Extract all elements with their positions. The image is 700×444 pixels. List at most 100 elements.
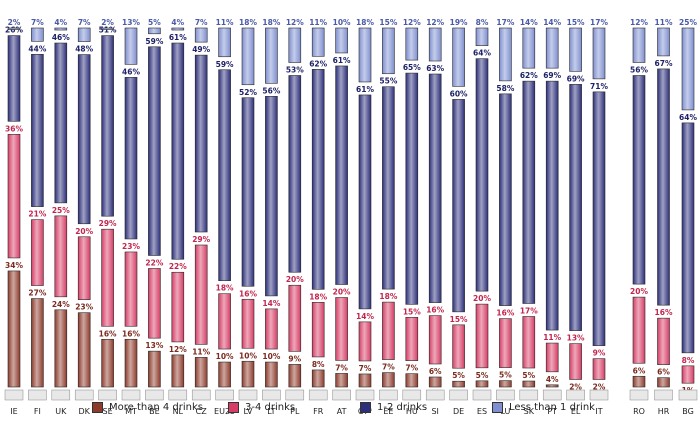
bar-segment-lv-1 [241, 298, 255, 349]
data-label: 14% [520, 18, 538, 27]
data-label: 67% [655, 59, 673, 68]
bar-segment-pl-1 [288, 284, 302, 352]
x-tick-label: DK [78, 407, 90, 416]
data-label: 62% [520, 71, 538, 80]
bar-segment-de-3 [452, 27, 465, 87]
data-label: 29% [99, 219, 117, 228]
bar-segment-be-0 [148, 350, 161, 388]
bar-segment-es-3 [475, 27, 489, 46]
x-tick-label: SE [103, 407, 113, 416]
data-label: 8% [476, 18, 489, 27]
bar-segment-it-2 [592, 91, 606, 346]
data-label: 61% [333, 56, 351, 65]
sweden-flag [98, 389, 117, 401]
bar-segment-lu-2 [499, 93, 512, 306]
data-label: 64% [679, 113, 697, 122]
bar-segment-pt-0 [545, 384, 559, 388]
bar-segment-at-3 [335, 27, 348, 54]
data-label: 5% [476, 371, 489, 380]
bar-segment-dk-3 [77, 27, 91, 42]
data-label: 53% [286, 65, 304, 74]
data-label: 46% [52, 33, 70, 42]
data-label: 10% [239, 351, 257, 360]
bar-segment-hu-2 [405, 72, 419, 305]
data-label: 59% [145, 37, 163, 46]
bar-segment-es-2 [475, 58, 489, 292]
legend-label-less-than-1: Less than 1 drink [509, 402, 595, 413]
bar-segment-si-2 [428, 73, 442, 303]
data-label: 14% [543, 18, 561, 27]
legend-label-3-4: 3-4 drinks [245, 402, 296, 413]
data-label: 61% [356, 85, 374, 94]
bar-segment-ie-2 [7, 35, 21, 122]
x-tick-label: EE [383, 407, 393, 416]
malta-flag [121, 389, 141, 401]
bar-segment-el-1 [569, 343, 582, 380]
data-label: 18% [262, 18, 280, 27]
bar-segment-hr-3 [657, 27, 670, 57]
chart-legend: More than 4 drinks 3-4 drinks 1-2 drinks… [0, 397, 700, 444]
bar-segment-se-0 [101, 338, 114, 388]
bar-segment-es-1 [475, 303, 489, 369]
x-tick-label: IE [10, 407, 17, 416]
data-label: 60% [450, 89, 468, 98]
bar-segment-ee-2 [382, 86, 395, 290]
data-label: 49% [192, 45, 210, 54]
data-label: 18% [239, 18, 257, 27]
data-label: 5% [452, 371, 465, 380]
data-label: 69% [543, 71, 561, 80]
x-tick-label: SI [431, 407, 438, 416]
data-label: 8% [682, 356, 695, 365]
legend-label-more-than-4: More than 4 drinks [109, 402, 203, 413]
data-label: 10% [216, 352, 234, 361]
bar-segment-bg-2 [681, 122, 695, 354]
bar-segment-de-1 [452, 324, 465, 369]
x-tick-label: LT [267, 407, 275, 416]
data-label: 25% [679, 18, 697, 27]
data-label: 59% [216, 60, 234, 69]
data-label: 34% [5, 261, 23, 270]
bar-segment-nl-2 [171, 42, 185, 260]
bar-segment-cz-1 [194, 244, 208, 345]
bar-segment-el-3 [569, 27, 582, 72]
data-label: 62% [309, 59, 327, 68]
bar-segment-fi-0 [31, 298, 44, 388]
eu-flag [215, 389, 234, 401]
data-label: 11% [216, 18, 234, 27]
data-label: 52% [239, 88, 257, 97]
bar-segment-fi-1 [31, 219, 44, 286]
data-label: 18% [379, 292, 397, 301]
data-label: 17% [590, 18, 608, 27]
data-label: 48% [75, 45, 93, 54]
germany-flag [449, 389, 468, 401]
bar-segment-lt-0 [265, 361, 278, 388]
bar-segment-es-0 [475, 380, 489, 388]
data-label: 7% [195, 18, 208, 27]
data-label: 14% [356, 312, 374, 321]
bar-segment-mt-2 [124, 77, 138, 240]
data-label: 15% [567, 18, 585, 27]
luxembourg-flag [496, 389, 515, 401]
data-label: 5% [499, 371, 512, 380]
france-flag [308, 389, 328, 401]
data-label: 46% [122, 67, 140, 76]
data-label: 16% [239, 289, 257, 298]
bar-segment-hr-1 [657, 317, 670, 365]
finland-flag [28, 389, 47, 401]
data-label: 25% [52, 206, 70, 215]
data-label: 22% [145, 258, 163, 267]
x-tick-label: BG [682, 407, 694, 416]
bar-segment-ee-0 [382, 372, 395, 388]
data-label: 5% [148, 18, 161, 27]
bar-segment-hu-0 [405, 373, 419, 388]
data-label: 7% [405, 364, 418, 373]
x-tick-label: HU [406, 407, 418, 416]
bulgaria-flag [678, 389, 698, 401]
x-tick-label: IT [595, 407, 602, 416]
x-tick-label: FI [34, 407, 41, 416]
data-label: 20% [333, 288, 351, 297]
x-tick-label: LV [243, 407, 253, 416]
data-label: 16% [122, 329, 140, 338]
bar-segment-pt-2 [545, 80, 559, 331]
x-tick-label: SK [524, 407, 535, 416]
